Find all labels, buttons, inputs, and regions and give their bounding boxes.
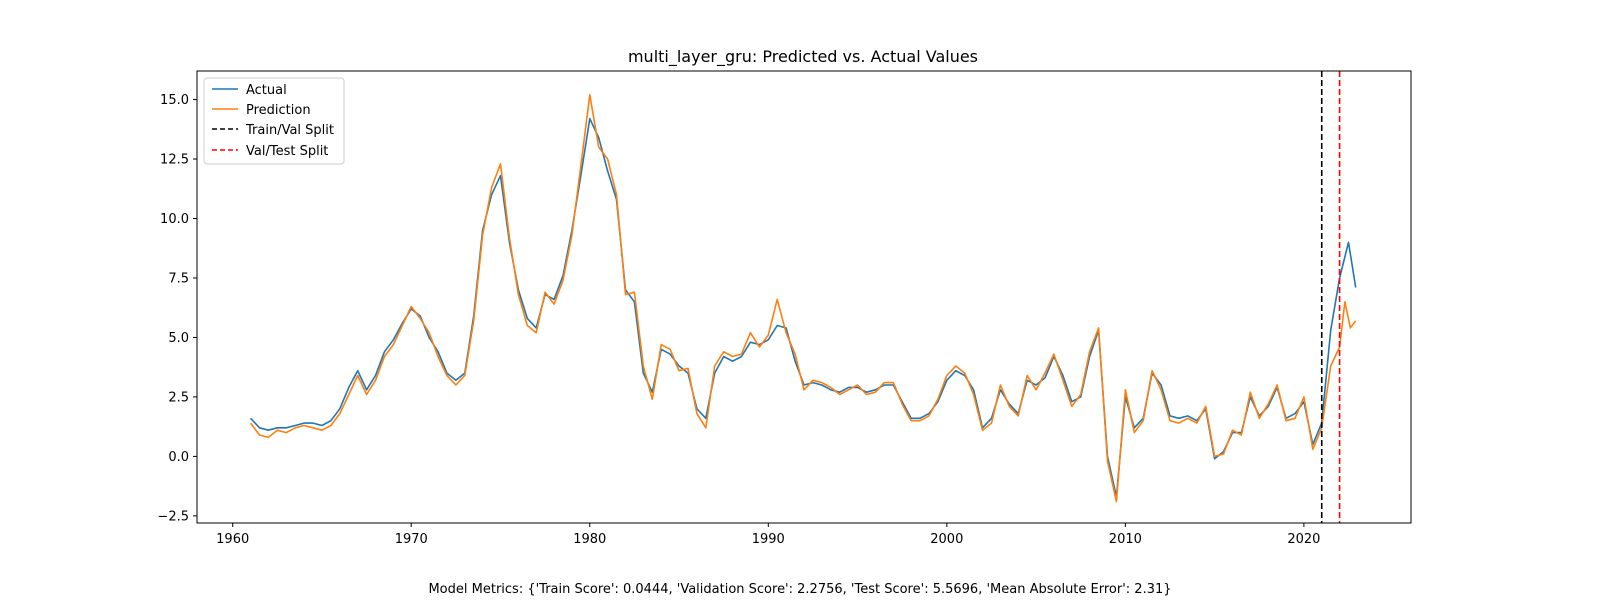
y-tick-label: 5.0 [168,331,189,346]
y-tick-label: 15.0 [160,93,189,108]
x-tick-label: 2000 [930,532,963,547]
y-tick-label: 10.0 [160,212,189,227]
model-metrics-text: Model Metrics: {'Train Score': 0.0444, '… [428,582,1172,597]
y-tick-label: 12.5 [160,153,189,168]
split-lines [1320,71,1341,523]
y-tick-label: −2.5 [157,509,189,524]
x-tick-label: 2020 [1287,532,1320,547]
series-line-prediction [249,94,1357,503]
x-tick-label: 1960 [216,532,249,547]
legend-label-train-val: Train/Val Split [245,123,334,138]
chart-title: multi_layer_gru: Predicted vs. Actual Va… [628,47,978,67]
legend-box [203,77,345,165]
x-tick-label: 1990 [752,532,785,547]
x-tick-label: 1980 [573,532,606,547]
legend-label-val-test: Val/Test Split [246,144,328,159]
x-axis: 1960 1970 1980 1990 2000 2010 2020 [216,523,1320,547]
plot-area [197,71,1411,523]
y-tick-label: 2.5 [168,390,189,405]
legend-label-prediction: Prediction [246,103,311,118]
y-axis: −2.5 0.0 2.5 5.0 7.5 10.0 12.5 15.0 [157,93,197,524]
y-tick-label: 7.5 [168,271,189,286]
x-tick-label: 2010 [1109,532,1142,547]
legend-label-actual: Actual [246,83,287,98]
y-tick-label: 0.0 [168,450,189,465]
legend: Actual Prediction Train/Val Split Val/Te… [203,77,345,165]
series-layer [249,94,1357,503]
x-tick-label: 1970 [395,532,428,547]
plot-frame [196,70,1412,524]
